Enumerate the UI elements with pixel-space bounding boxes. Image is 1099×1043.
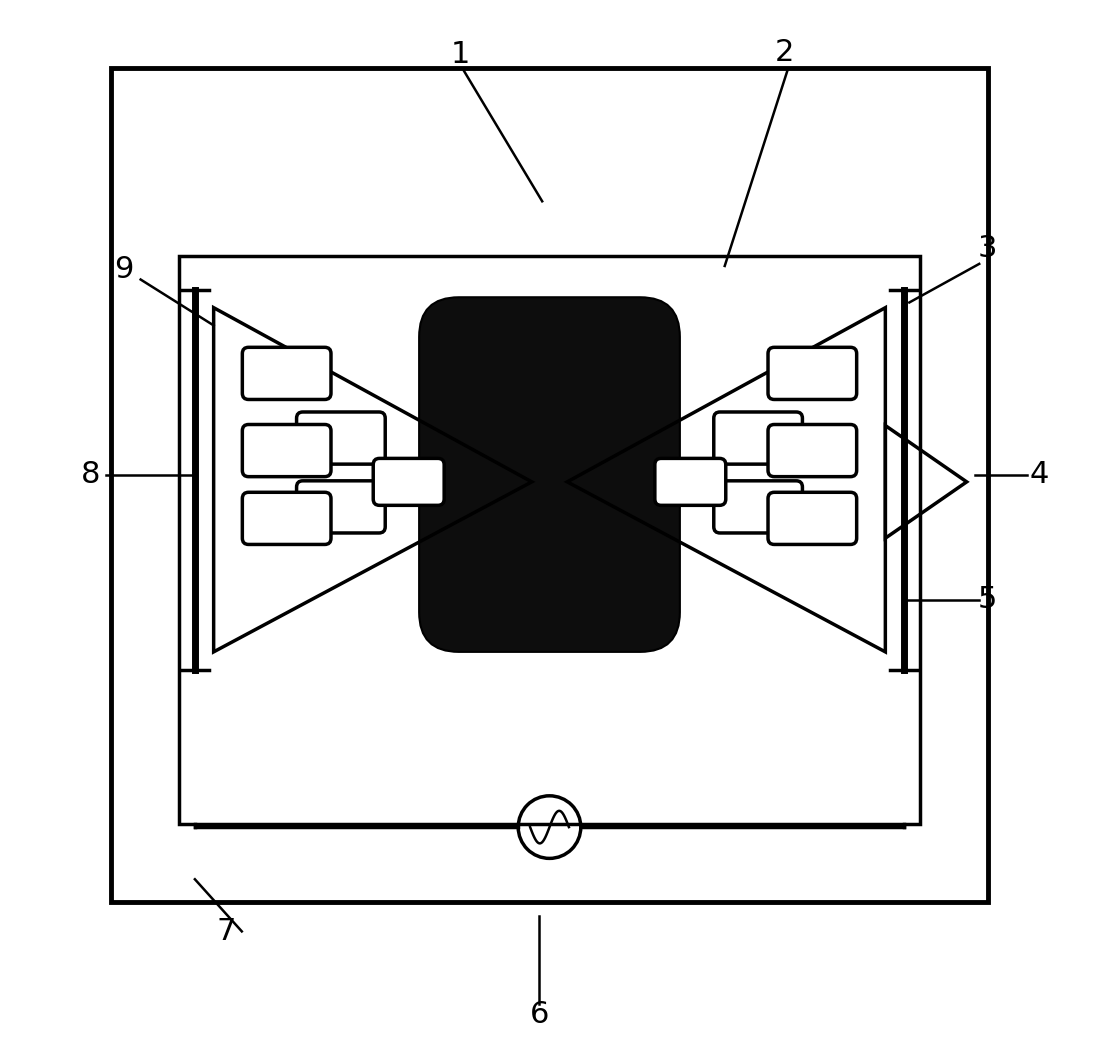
FancyBboxPatch shape <box>768 347 856 399</box>
FancyBboxPatch shape <box>243 492 331 544</box>
Text: 4: 4 <box>1030 460 1050 489</box>
Bar <box>111 68 988 902</box>
FancyBboxPatch shape <box>768 492 856 544</box>
Text: 2: 2 <box>775 38 793 67</box>
FancyBboxPatch shape <box>243 425 331 477</box>
FancyBboxPatch shape <box>713 412 802 464</box>
FancyBboxPatch shape <box>713 481 802 533</box>
FancyBboxPatch shape <box>297 481 386 533</box>
Bar <box>179 256 920 824</box>
Text: 1: 1 <box>452 40 470 69</box>
Text: 3: 3 <box>978 234 997 263</box>
Text: 8: 8 <box>81 460 100 489</box>
FancyBboxPatch shape <box>768 425 856 477</box>
FancyBboxPatch shape <box>243 347 331 399</box>
Text: 9: 9 <box>114 254 134 284</box>
FancyBboxPatch shape <box>297 412 386 464</box>
Text: 6: 6 <box>530 1000 548 1029</box>
FancyBboxPatch shape <box>374 459 444 506</box>
FancyBboxPatch shape <box>419 297 680 652</box>
FancyBboxPatch shape <box>655 459 725 506</box>
Text: 7: 7 <box>217 917 236 946</box>
Text: 5: 5 <box>978 585 997 614</box>
